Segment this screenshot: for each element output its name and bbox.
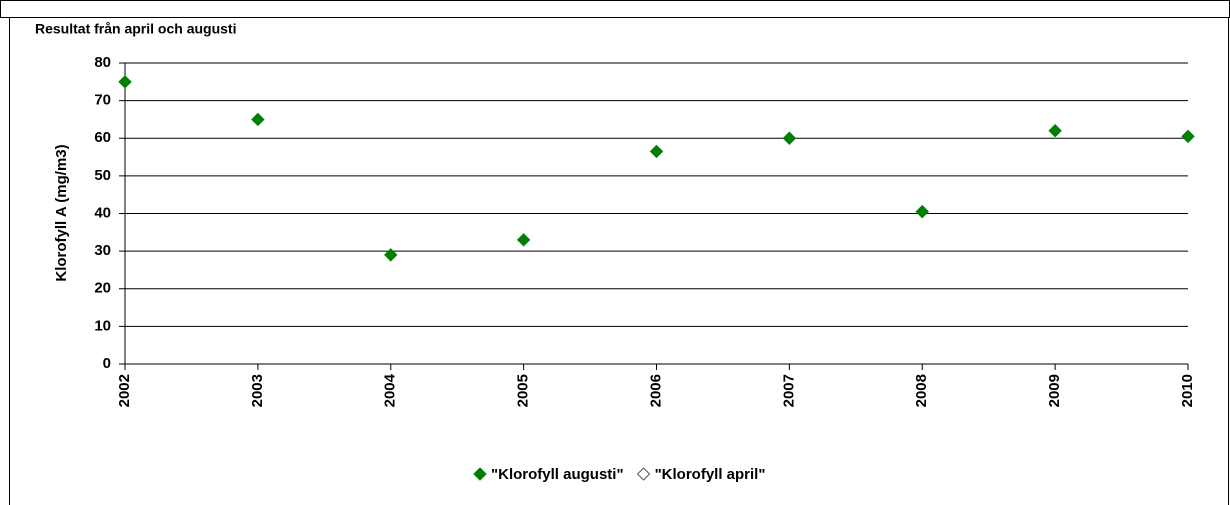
y-tick-label: 20 xyxy=(94,280,111,297)
y-tick-label: 30 xyxy=(94,242,111,259)
y-axis-label: Klorofyll A (mg/m3) xyxy=(53,144,70,281)
x-tick-label: 2006 xyxy=(647,374,664,407)
top-frame xyxy=(0,0,1230,18)
legend-label: "Klorofyll april" xyxy=(655,466,766,483)
y-tick-label: 50 xyxy=(94,167,111,184)
y-tick-label: 60 xyxy=(94,129,111,146)
x-tick-label: 2003 xyxy=(249,374,266,407)
x-tick-label: 2010 xyxy=(1179,374,1196,407)
x-tick-label: 2002 xyxy=(116,374,133,407)
data-point xyxy=(516,233,531,247)
chart-frame xyxy=(9,17,1229,505)
data-point xyxy=(649,144,664,159)
data-point xyxy=(915,204,929,219)
legend-marker xyxy=(473,467,487,481)
data-point xyxy=(384,248,398,262)
data-point xyxy=(251,112,265,127)
x-tick-label: 2007 xyxy=(780,374,797,407)
y-tick-label: 80 xyxy=(94,54,111,71)
x-tick-label: 2004 xyxy=(382,373,399,407)
chart-title: Resultat från april och augusti xyxy=(35,21,236,37)
data-point xyxy=(1048,124,1062,138)
data-point xyxy=(782,131,797,145)
x-tick-label: 2005 xyxy=(515,374,532,407)
legend-marker xyxy=(636,467,651,481)
x-tick-label: 2008 xyxy=(913,374,930,407)
x-tick-label: 2009 xyxy=(1046,374,1063,407)
data-point xyxy=(1181,129,1195,144)
y-tick-label: 40 xyxy=(94,204,111,221)
data-point xyxy=(118,75,132,89)
y-tick-label: 10 xyxy=(94,317,111,334)
legend-label: "Klorofyll augusti" xyxy=(491,466,624,483)
y-tick-label: 0 xyxy=(103,355,111,372)
y-tick-label: 70 xyxy=(94,92,111,109)
